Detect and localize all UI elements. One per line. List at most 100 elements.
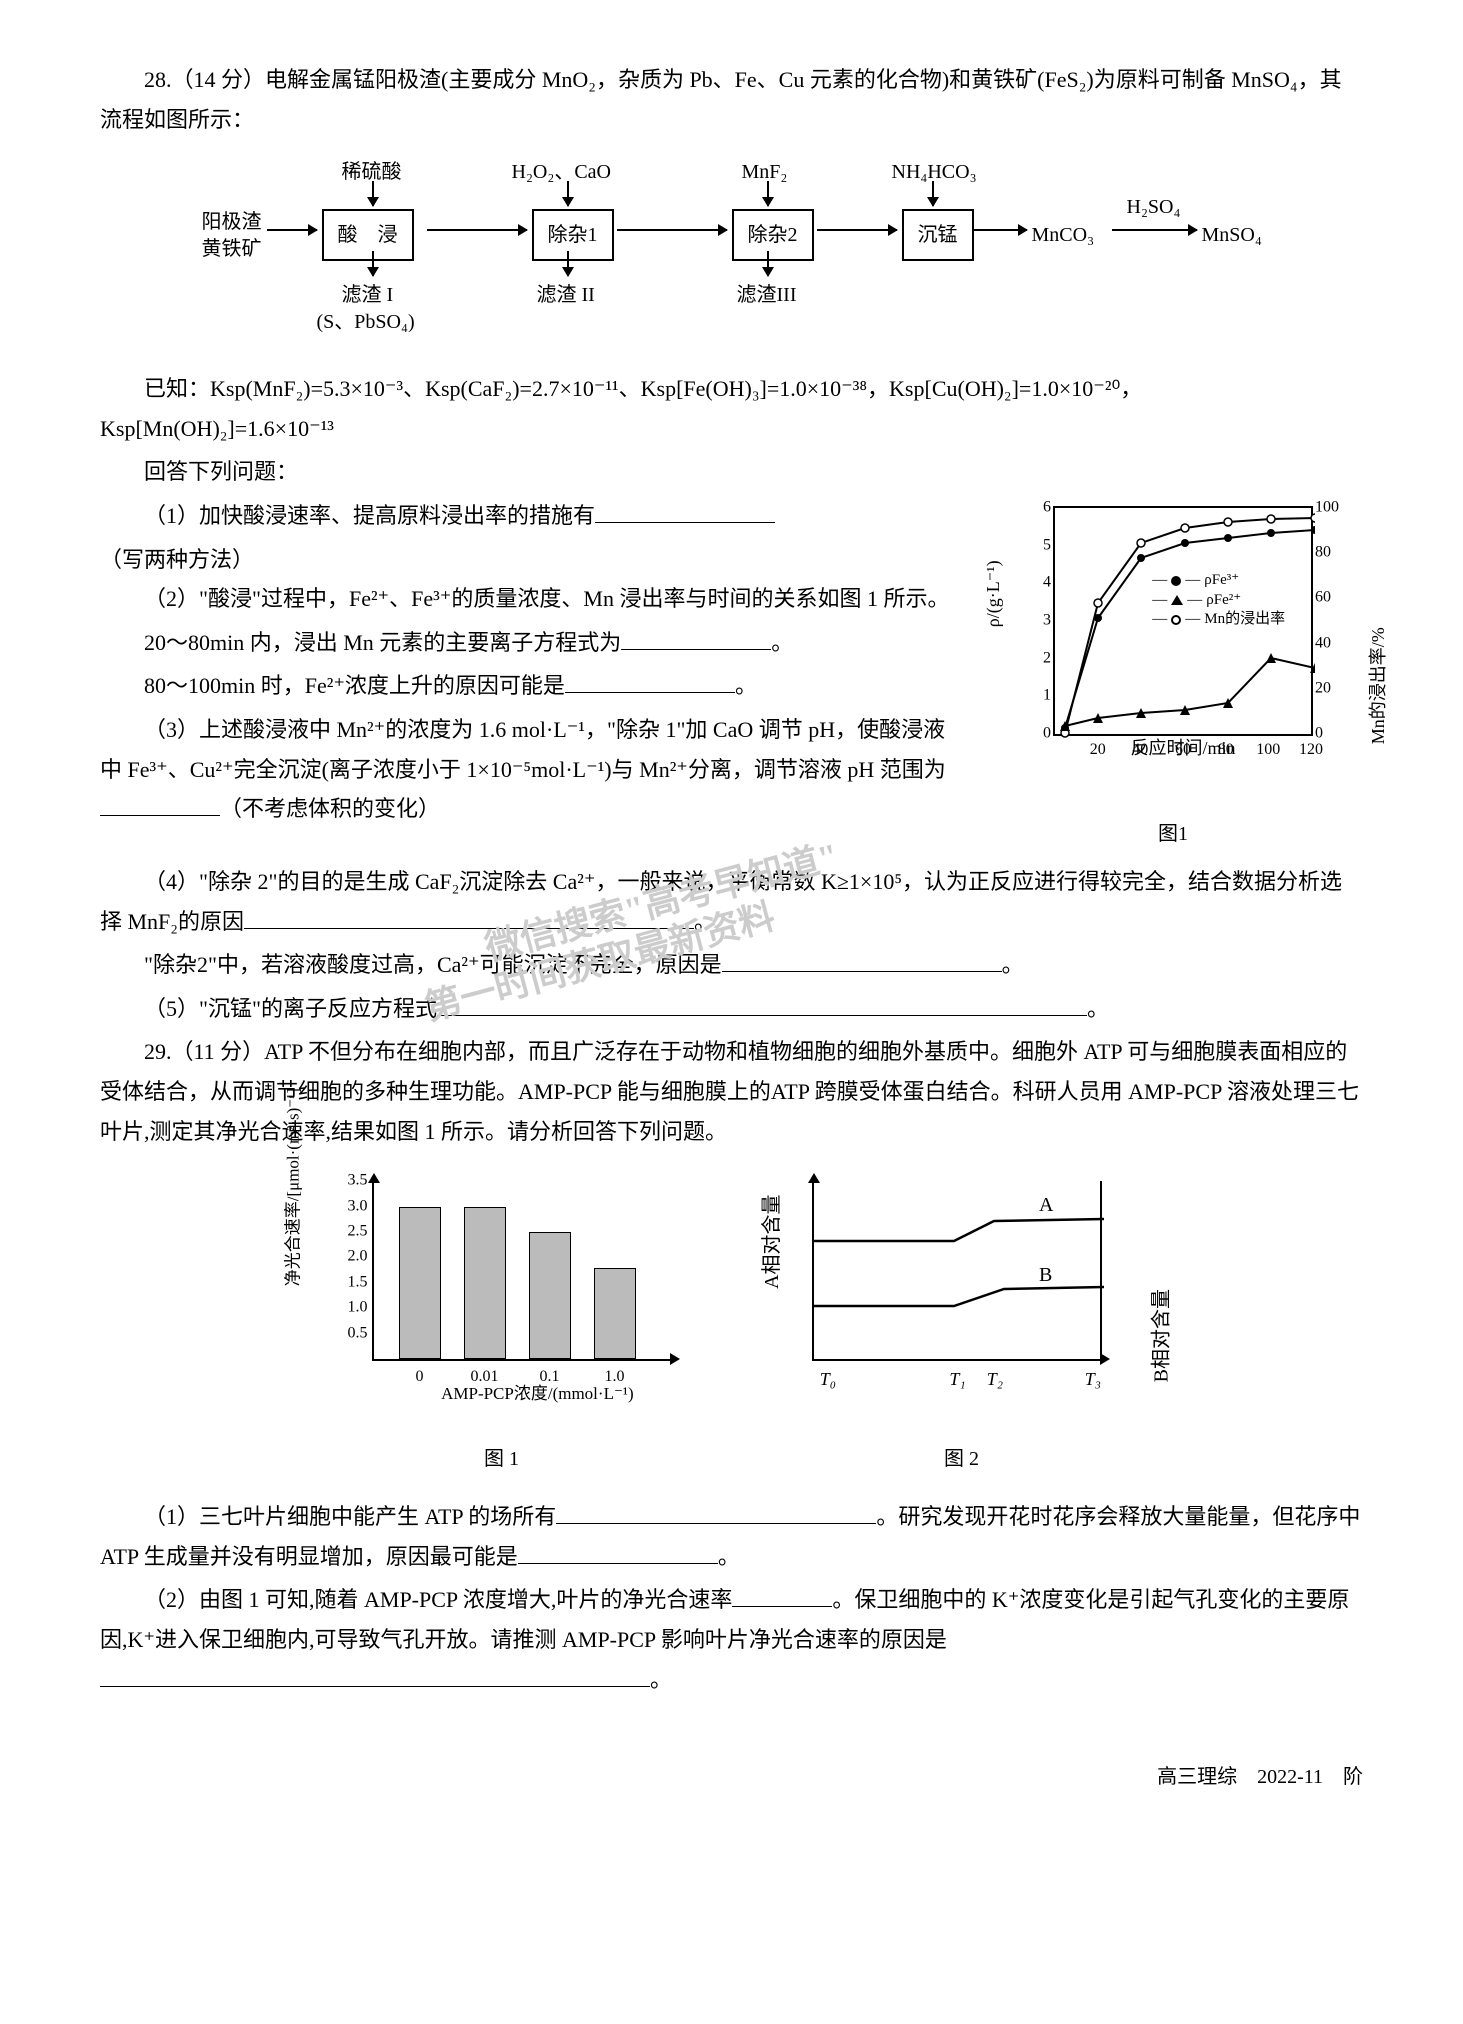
flow-box1: 酸 浸 — [322, 209, 414, 261]
blank — [100, 1660, 650, 1686]
q28-header: 28.（14 分）电解金属锰阳极渣(主要成分 MnO₂，杂质为 Pb、Fe、Cu… — [100, 60, 1363, 139]
text: （1）加快酸浸速率、提高原料浸出率的措施有 — [144, 503, 595, 528]
flow-top4: NH₄HCO₃ — [892, 154, 977, 190]
ytick: 2.5 — [348, 1218, 374, 1247]
ksp-text: 已知：Ksp(MnF₂)=5.3×10⁻³、Ksp(CaF₂)=2.7×10⁻¹… — [100, 369, 1363, 448]
arrow — [372, 251, 374, 276]
arrow — [567, 251, 569, 276]
chart1-ylabel-left: ρ/(g·L⁻¹) — [977, 560, 1009, 627]
fig2-col: A相对含量 B相对含量 A B T₀ T₁ T₂ T₃ 图 2 — [772, 1171, 1152, 1477]
ytick: 100 — [1311, 494, 1339, 523]
q29-p2: （2）由图 1 可知,随着 AMP-PCP 浓度增大,叶片的净光合速率。保卫细胞… — [100, 1580, 1363, 1699]
flow-top2: H₂O₂、CaO — [512, 154, 612, 190]
text: （3）上述酸浸液中 Mn²⁺的浓度为 1.6 mol·L⁻¹，"除杂 1"加 C… — [100, 717, 946, 782]
fig1-col: 净光合速率/[μmol·(m²·s)⁻¹] 0.5 1.0 1.5 2.0 2.… — [312, 1171, 692, 1477]
text: 80～100min 时，Fe²⁺浓度上升的原因可能是 — [144, 673, 565, 698]
flow-box2: 除杂1 — [532, 209, 614, 261]
q29-p1: （1）三七叶片细胞中能产生 ATP 的场所有。研究发现开花时花序会释放大量能量，… — [100, 1497, 1363, 1576]
text: （不考虑体积的变化） — [220, 796, 440, 821]
ytick: 4 — [1043, 569, 1055, 598]
bar — [529, 1232, 571, 1359]
ytick: 2.0 — [348, 1243, 374, 1272]
line2-ylabel-left: A相对含量 — [754, 1195, 790, 1289]
legend-label: Mn的浸出率 — [1204, 610, 1285, 630]
arrow — [972, 229, 1027, 231]
q28-p5: （5）"沉锰"的离子反应方程式。 — [100, 989, 1363, 1029]
arrow — [1112, 229, 1197, 231]
blank — [244, 902, 694, 928]
linechart2: A相对含量 B相对含量 A B T₀ T₁ T₂ T₃ — [772, 1171, 1152, 1411]
arrow — [567, 181, 569, 206]
ytick: 1.0 — [348, 1294, 374, 1323]
ytick: 2 — [1043, 644, 1055, 673]
arrow — [817, 229, 897, 231]
bar-xlabel: AMP-PCP浓度/(mmol·L⁻¹) — [441, 1379, 634, 1410]
xtick: T₃ — [1085, 1359, 1101, 1395]
blank — [100, 790, 220, 816]
text: "除杂2"中，若溶液酸度过高，Ca²⁺可能沉淀不完全，原因是 — [144, 952, 722, 977]
ytick: 3 — [1043, 607, 1055, 636]
q28-p4b: "除杂2"中，若溶液酸度过高，Ca²⁺可能沉淀不完全，原因是。 — [100, 945, 1363, 985]
flow-bot2: 滤渣 II — [537, 277, 595, 313]
flow-box4: 沉锰 — [902, 209, 974, 261]
figure-row: 净光合速率/[μmol·(m²·s)⁻¹] 0.5 1.0 1.5 2.0 2.… — [100, 1171, 1363, 1477]
text: 20～80min 内，浸出 Mn 元素的主要离子方程式为 — [144, 630, 621, 655]
xtick: T₀ — [820, 1359, 836, 1395]
text: （5）"沉锰"的离子反应方程式 — [144, 996, 437, 1021]
flow-input2: 黄铁矿 — [202, 231, 262, 267]
q28-p4a: （4）"除杂 2"的目的是生成 CaF₂沉淀除去 Ca²⁺，一般来说，平衡常数 … — [100, 862, 1363, 941]
chart1-legend: ——ρFe³⁺ ——ρFe²⁺ ——Mn的浸出率 — [1152, 571, 1285, 630]
blank — [518, 1537, 718, 1563]
ytick: 3.5 — [348, 1167, 374, 1196]
blank — [722, 946, 1002, 972]
blank — [565, 667, 735, 693]
flow-box3: 除杂2 — [732, 209, 814, 261]
footer: 高三理综 2022-11 阶 — [100, 1759, 1363, 1795]
chart1-ylabel-right: Mn的浸出率/% — [1362, 627, 1394, 744]
chart1-container: ρ/(g·L⁻¹) Mn的浸出率/% 0 1 2 3 4 5 6 0 20 40… — [983, 496, 1363, 852]
arrow — [767, 251, 769, 276]
bar — [464, 1207, 506, 1360]
ytick: 1.5 — [348, 1268, 374, 1297]
blank — [556, 1498, 876, 1524]
bar-plot: 0.5 1.0 1.5 2.0 2.5 3.0 3.5 0 0.01 0.1 1… — [372, 1181, 672, 1361]
arrow — [267, 229, 317, 231]
xtick: T₁ — [949, 1359, 965, 1395]
flow-top3: MnF₂ — [742, 154, 788, 190]
flow-bot3: 滤渣III — [737, 277, 797, 313]
fig2-caption: 图 2 — [772, 1441, 1152, 1477]
flow-output-mid: MnCO₃ — [1032, 217, 1095, 253]
xtick: T₂ — [987, 1359, 1003, 1395]
arrow — [427, 229, 527, 231]
ytick: 3.0 — [348, 1192, 374, 1221]
flow-output-final2: MnSO₄ — [1202, 217, 1262, 253]
fig1-caption: 图 1 — [312, 1441, 692, 1477]
arrow — [372, 181, 374, 206]
bar — [594, 1268, 636, 1359]
blank — [621, 623, 771, 649]
flowchart: 阳极渣 黄铁矿 稀硫酸 H₂O₂、CaO MnF₂ NH₄HCO₃ 酸 浸 除杂… — [182, 149, 1282, 349]
chart1-xlabel: 反应时间/min — [1130, 732, 1235, 764]
line2-plot: A B T₀ T₁ T₂ T₃ — [812, 1181, 1102, 1361]
arrow — [617, 229, 727, 231]
ytick: 0 — [1043, 720, 1055, 749]
xtick: 100 — [1256, 734, 1280, 765]
arrow — [932, 181, 934, 206]
ytick: 0.5 — [348, 1319, 374, 1348]
xtick: 0 — [416, 1359, 424, 1392]
label-a: A — [1039, 1194, 1054, 1216]
bar — [399, 1207, 441, 1360]
flow-bot-sub: (S、PbSO₄) — [317, 304, 415, 340]
ytick: 1 — [1043, 682, 1055, 711]
blank — [437, 989, 1087, 1015]
flow-output-final: H₂SO₄ — [1127, 189, 1181, 225]
chart1: ρ/(g·L⁻¹) Mn的浸出率/% 0 1 2 3 4 5 6 0 20 40… — [1003, 496, 1363, 776]
blank — [732, 1581, 832, 1607]
legend-label: ρFe³⁺ — [1204, 571, 1239, 591]
text: （1）三七叶片细胞中能产生 ATP 的场所有 — [144, 1504, 556, 1529]
chart1-plot: 0 1 2 3 4 5 6 0 20 40 60 80 100 20 40 60… — [1053, 506, 1313, 736]
label-b: B — [1039, 1264, 1052, 1286]
chart1-caption: 图1 — [983, 816, 1363, 852]
xtick: 20 — [1090, 734, 1106, 765]
ytick: 5 — [1043, 531, 1055, 560]
